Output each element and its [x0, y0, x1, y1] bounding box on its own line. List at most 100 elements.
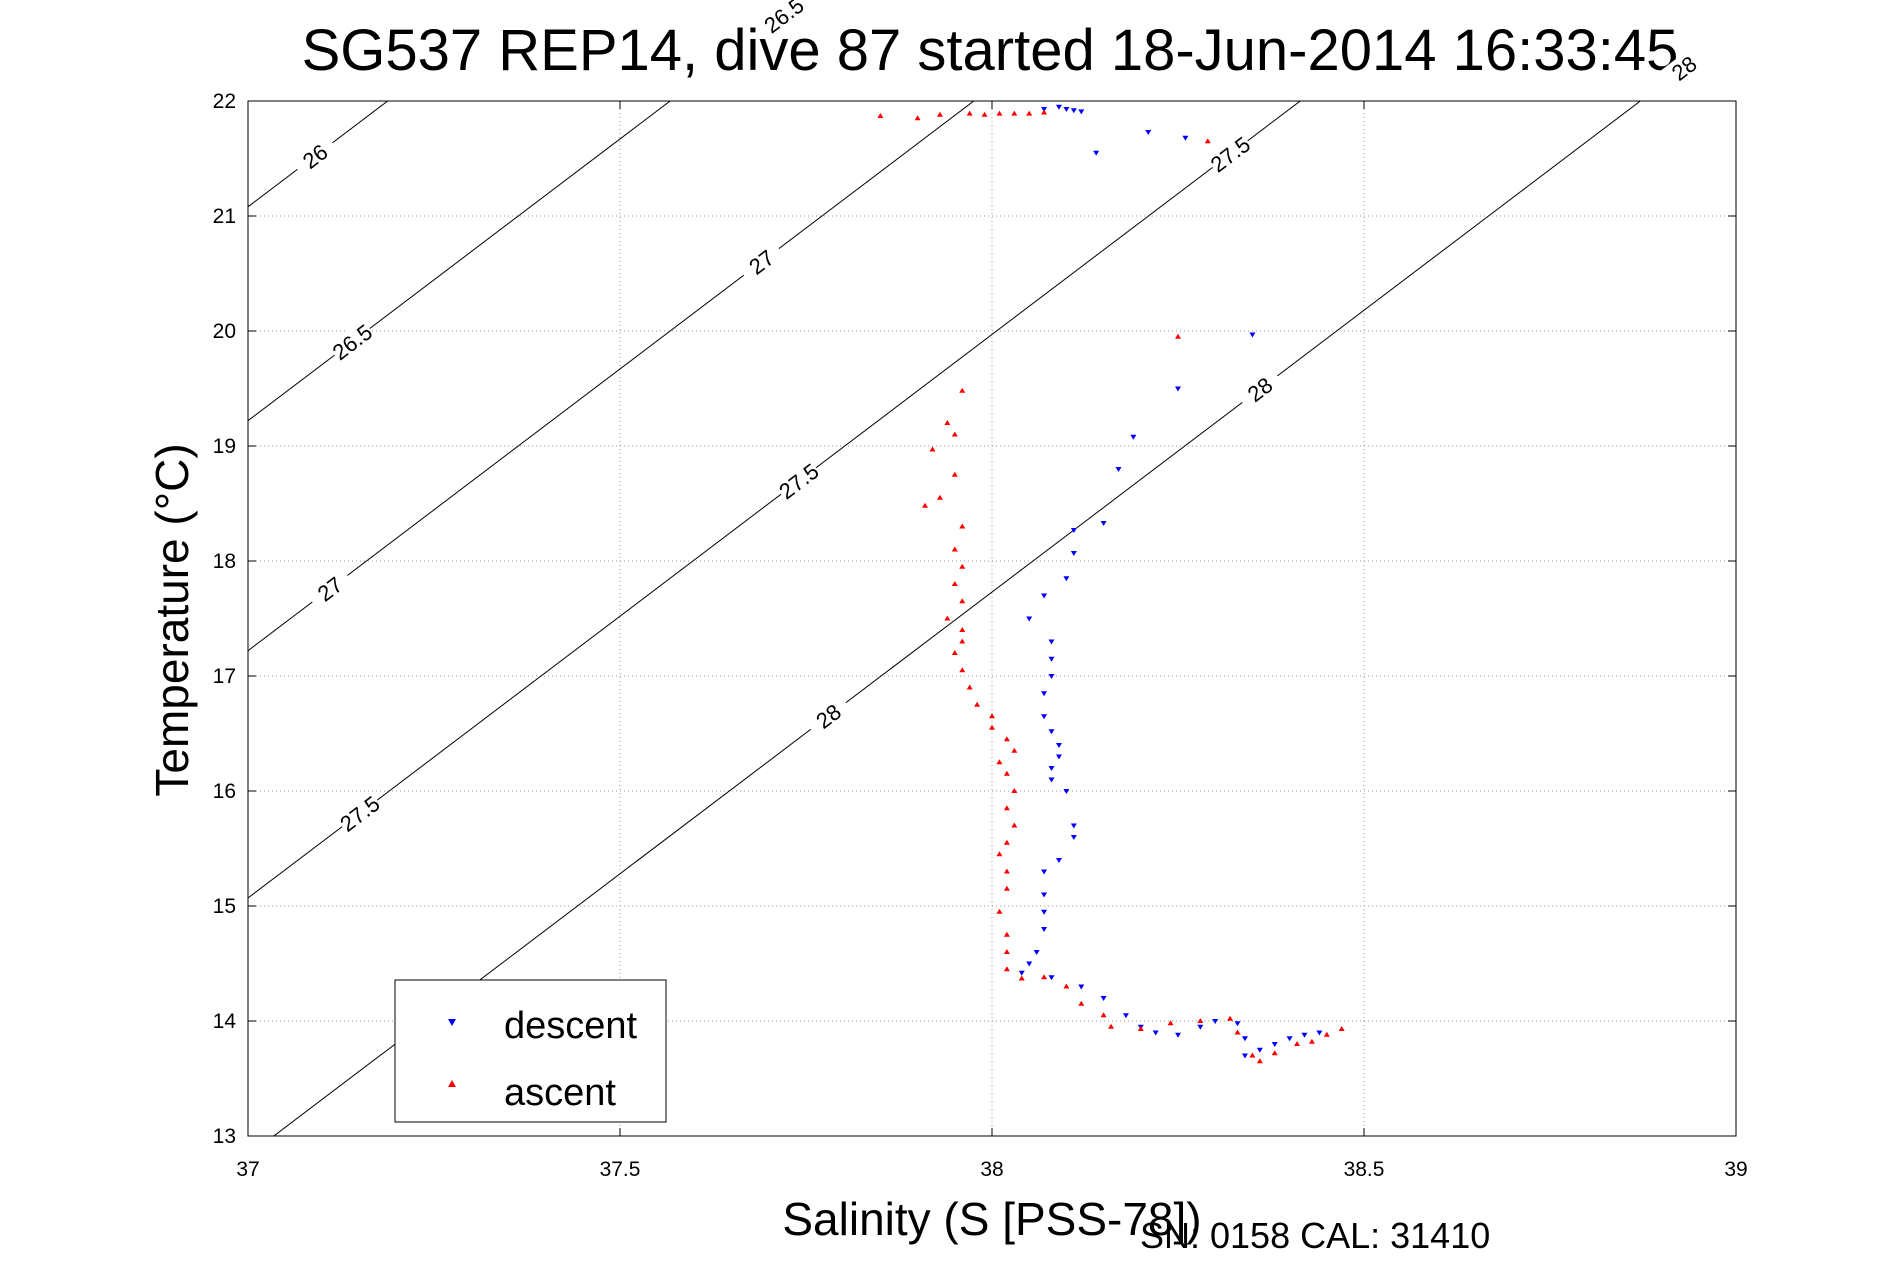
svg-text:27.5: 27.5 — [335, 791, 384, 837]
ascent-point — [1003, 736, 1010, 742]
ascent-point — [959, 563, 966, 569]
descent-point — [1197, 1024, 1204, 1030]
y-tick-label: 13 — [213, 1125, 236, 1148]
ascent-point — [1003, 839, 1010, 845]
ascent-point — [996, 908, 1003, 914]
axis-ticks: 37 37.5 38 38.5 39 13 14 15 16 17 18 19 20 21 22 — [213, 90, 1748, 1181]
legend-ascent-marker — [448, 1080, 456, 1087]
x-tick-label: 38.5 — [1344, 1158, 1385, 1181]
contour-label-26: 26 — [290, 133, 340, 179]
descent-point — [1122, 1013, 1129, 1019]
ascent-point — [1003, 949, 1010, 954]
y-tick-label: 14 — [213, 1010, 237, 1033]
contour-label-27.5: 27.5 — [334, 790, 385, 837]
ascent-point — [989, 724, 995, 730]
descent-point — [1212, 1019, 1219, 1024]
descent-point — [1048, 729, 1055, 735]
contour-label-27.5: 27.5 — [773, 458, 823, 504]
descent-point — [1055, 858, 1062, 863]
descent-point — [1063, 107, 1070, 113]
ascent-point — [974, 701, 981, 707]
contour-line-27 — [248, 101, 975, 652]
descent-point — [1048, 674, 1055, 679]
ascent-point — [951, 650, 958, 655]
x-tick-label: 37 — [236, 1158, 259, 1181]
ascent-point — [1011, 747, 1018, 753]
ascent-point — [1197, 1018, 1204, 1023]
descent-point — [1301, 1032, 1308, 1038]
descent-point — [1100, 996, 1107, 1001]
ascent-point — [922, 502, 929, 508]
contour-label-28: 28 — [1235, 366, 1285, 413]
ascent-point — [1011, 822, 1018, 828]
ascent-point — [1256, 1058, 1263, 1064]
descent-point — [1063, 789, 1070, 794]
descent-point — [1152, 1030, 1159, 1036]
descent-point — [1175, 1032, 1181, 1038]
ascent-point — [1271, 1050, 1278, 1056]
ascent-point — [944, 420, 951, 425]
ascent-point — [1011, 788, 1018, 793]
descent-point — [1175, 386, 1181, 392]
descent-point — [1041, 593, 1048, 599]
y-tick-label: 20 — [213, 320, 236, 343]
ascent-point — [1167, 1020, 1174, 1026]
ascent-point — [951, 581, 958, 586]
ascent-point — [1041, 974, 1048, 980]
ascent-point — [1041, 109, 1048, 115]
ascent-point — [989, 713, 995, 719]
ascent-point — [1175, 333, 1181, 339]
ascent-point — [1100, 1012, 1107, 1018]
x-axis-label: Salinity (S [PSS-78]) — [782, 1193, 1201, 1245]
ascent-point — [1137, 1026, 1144, 1032]
ascent-point — [936, 111, 943, 117]
descent-point — [1070, 108, 1077, 114]
contour-label-27: 27 — [305, 565, 355, 612]
descent-point — [1093, 150, 1100, 156]
ascent-point — [1308, 1038, 1315, 1044]
ascent-point — [1026, 110, 1033, 116]
y-tick-label: 17 — [213, 665, 236, 688]
descent-point — [1033, 950, 1040, 955]
contour-label-27: 27 — [736, 239, 787, 285]
ascent-point — [1003, 868, 1010, 874]
descent-point — [1055, 743, 1062, 748]
descent-point — [1048, 777, 1055, 783]
descent-point — [1041, 691, 1048, 697]
ascent-point — [996, 759, 1003, 765]
ascent-point — [966, 110, 973, 116]
ascent-point — [936, 494, 943, 500]
ascent-point — [1108, 1023, 1115, 1029]
y-tick-label: 18 — [213, 550, 236, 573]
ascent-point — [1011, 110, 1018, 116]
contour-label-28: 28 — [803, 693, 854, 739]
y-tick-label: 21 — [213, 205, 236, 228]
ascent-point — [959, 387, 966, 393]
legend: descent ascent — [394, 979, 667, 1123]
legend-descent-label: descent — [504, 1005, 638, 1047]
chart-title: SG537 REP14, dive 87 started 18-Jun-2014… — [302, 18, 1679, 83]
ascent-point — [996, 851, 1003, 857]
svg-text:26.5: 26.5 — [328, 319, 377, 365]
ascent-point — [1003, 770, 1010, 776]
contour-line-27.5 — [248, 101, 1302, 899]
descent-point — [1055, 754, 1062, 760]
ascent-point — [951, 471, 958, 477]
ascent-point — [1003, 885, 1010, 891]
descent-point — [1145, 130, 1152, 136]
descent-point — [1286, 1036, 1293, 1042]
descent-point — [1048, 975, 1055, 981]
ascent-point — [1204, 138, 1211, 144]
contour-label-26.5: 26.5 — [327, 318, 377, 365]
ascent-point — [1338, 1026, 1345, 1032]
ascent-point — [959, 638, 966, 644]
ascent-point — [959, 627, 966, 632]
x-tick-label: 38 — [980, 1158, 1003, 1181]
descent-point — [1070, 527, 1077, 533]
ascent-point — [1063, 983, 1070, 989]
descent-point — [1041, 927, 1048, 932]
ascent-point — [996, 110, 1003, 116]
descent-point — [1078, 984, 1085, 990]
descent-point — [1070, 550, 1077, 556]
